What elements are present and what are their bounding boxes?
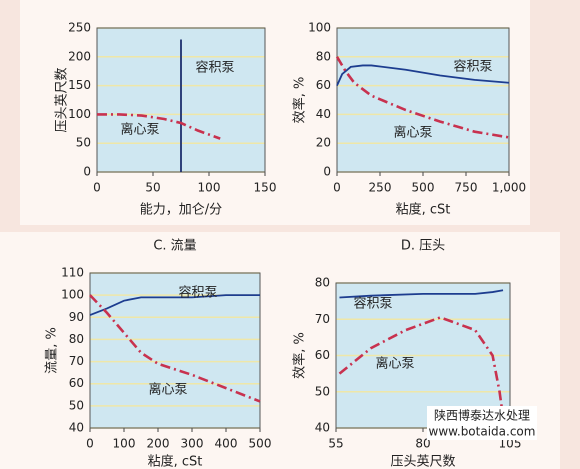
x-tick-label: 750 bbox=[455, 181, 478, 195]
y-tick-label: 150 bbox=[68, 78, 91, 92]
x-axis-label: 粘度, cSt bbox=[396, 202, 451, 218]
y-tick-label: 250 bbox=[68, 21, 91, 35]
series-label: 离心泵 bbox=[148, 382, 187, 398]
y-tick-label: 80 bbox=[315, 276, 330, 290]
series-label: 离心泵 bbox=[375, 356, 414, 372]
x-tick-label: 50 bbox=[145, 181, 160, 195]
y-axis-label: 压头英尺数 bbox=[55, 67, 70, 132]
y-tick-label: 60 bbox=[69, 376, 84, 390]
chart-title: D. 压头 bbox=[401, 239, 445, 254]
x-axis-label: 能力，加仑/分 bbox=[140, 203, 222, 218]
series-label: 容积泵 bbox=[353, 296, 392, 312]
x-tick-label: 300 bbox=[181, 437, 204, 451]
y-tick-label: 50 bbox=[69, 398, 84, 412]
x-tick-label: 250 bbox=[369, 181, 392, 195]
series-line bbox=[336, 64, 510, 86]
chart-title: C. 流量 bbox=[153, 239, 196, 254]
y-tick-label: 60 bbox=[315, 348, 330, 362]
x-tick-label: 200 bbox=[147, 437, 170, 451]
y-tick-label: 100 bbox=[61, 288, 84, 302]
series-label: 离心泵 bbox=[120, 122, 159, 138]
y-axis-label: 流量, % bbox=[45, 327, 60, 374]
series-line bbox=[339, 289, 504, 299]
watermark: 陕西博泰达水处理 www.botaida.com bbox=[427, 406, 537, 440]
plot-area bbox=[337, 28, 509, 172]
y-tick-label: 20 bbox=[316, 136, 331, 150]
y-tick-label: 50 bbox=[315, 384, 330, 398]
x-tick-label: 400 bbox=[215, 437, 238, 451]
x-tick-label: 80 bbox=[415, 437, 430, 451]
y-tick-label: 80 bbox=[69, 332, 84, 346]
x-tick-label: 55 bbox=[328, 437, 343, 451]
y-tick-label: 110 bbox=[61, 266, 84, 280]
series-label: 离心泵 bbox=[393, 125, 432, 141]
series-line bbox=[97, 113, 221, 140]
x-axis-label: 粘度, cSt bbox=[148, 454, 203, 469]
y-axis-label: 效率, % bbox=[292, 77, 308, 124]
plot-area bbox=[90, 273, 260, 428]
y-tick-label: 100 bbox=[308, 21, 331, 35]
y-tick-label: 80 bbox=[316, 49, 331, 63]
plot-frame bbox=[89, 272, 261, 429]
x-tick-label: 100 bbox=[198, 181, 221, 195]
x-tick-label: 1,000 bbox=[492, 181, 526, 195]
x-tick-label: 500 bbox=[412, 181, 435, 195]
y-tick-label: 70 bbox=[69, 354, 84, 368]
x-tick-label: 500 bbox=[249, 437, 272, 451]
y-tick-label: 0 bbox=[323, 165, 331, 179]
plot-frame bbox=[335, 282, 511, 429]
y-tick-label: 50 bbox=[76, 136, 91, 150]
y-tick-label: 0 bbox=[83, 165, 91, 179]
series-label: 容积泵 bbox=[178, 285, 217, 301]
y-tick-label: 70 bbox=[315, 312, 330, 326]
series-label: 容积泵 bbox=[195, 60, 234, 76]
y-tick-label: 200 bbox=[68, 49, 91, 63]
plot-frame bbox=[336, 27, 510, 173]
x-axis-label: 压头英尺数 bbox=[390, 455, 455, 469]
y-tick-label: 100 bbox=[68, 107, 91, 121]
x-tick-label: 150 bbox=[254, 181, 277, 195]
series-line bbox=[338, 316, 505, 418]
y-tick-label: 90 bbox=[69, 310, 84, 324]
y-axis-label: 效率, % bbox=[292, 332, 308, 379]
x-tick-label: 0 bbox=[93, 181, 101, 195]
series-label: 容积泵 bbox=[453, 59, 492, 75]
watermark-box bbox=[427, 406, 537, 440]
y-tick-label: 40 bbox=[69, 421, 84, 435]
watermark-url: www.botaida.com bbox=[429, 425, 536, 439]
watermark-text: 陕西博泰达水处理 bbox=[434, 408, 530, 423]
x-tick-label: 0 bbox=[333, 181, 341, 195]
y-tick-label: 60 bbox=[316, 78, 331, 92]
y-tick-label: 40 bbox=[316, 107, 331, 121]
series-line bbox=[89, 294, 260, 316]
x-tick-label: 0 bbox=[86, 437, 94, 451]
series-line bbox=[89, 294, 261, 403]
x-tick-label: 100 bbox=[113, 437, 136, 451]
y-tick-label: 40 bbox=[315, 421, 330, 435]
